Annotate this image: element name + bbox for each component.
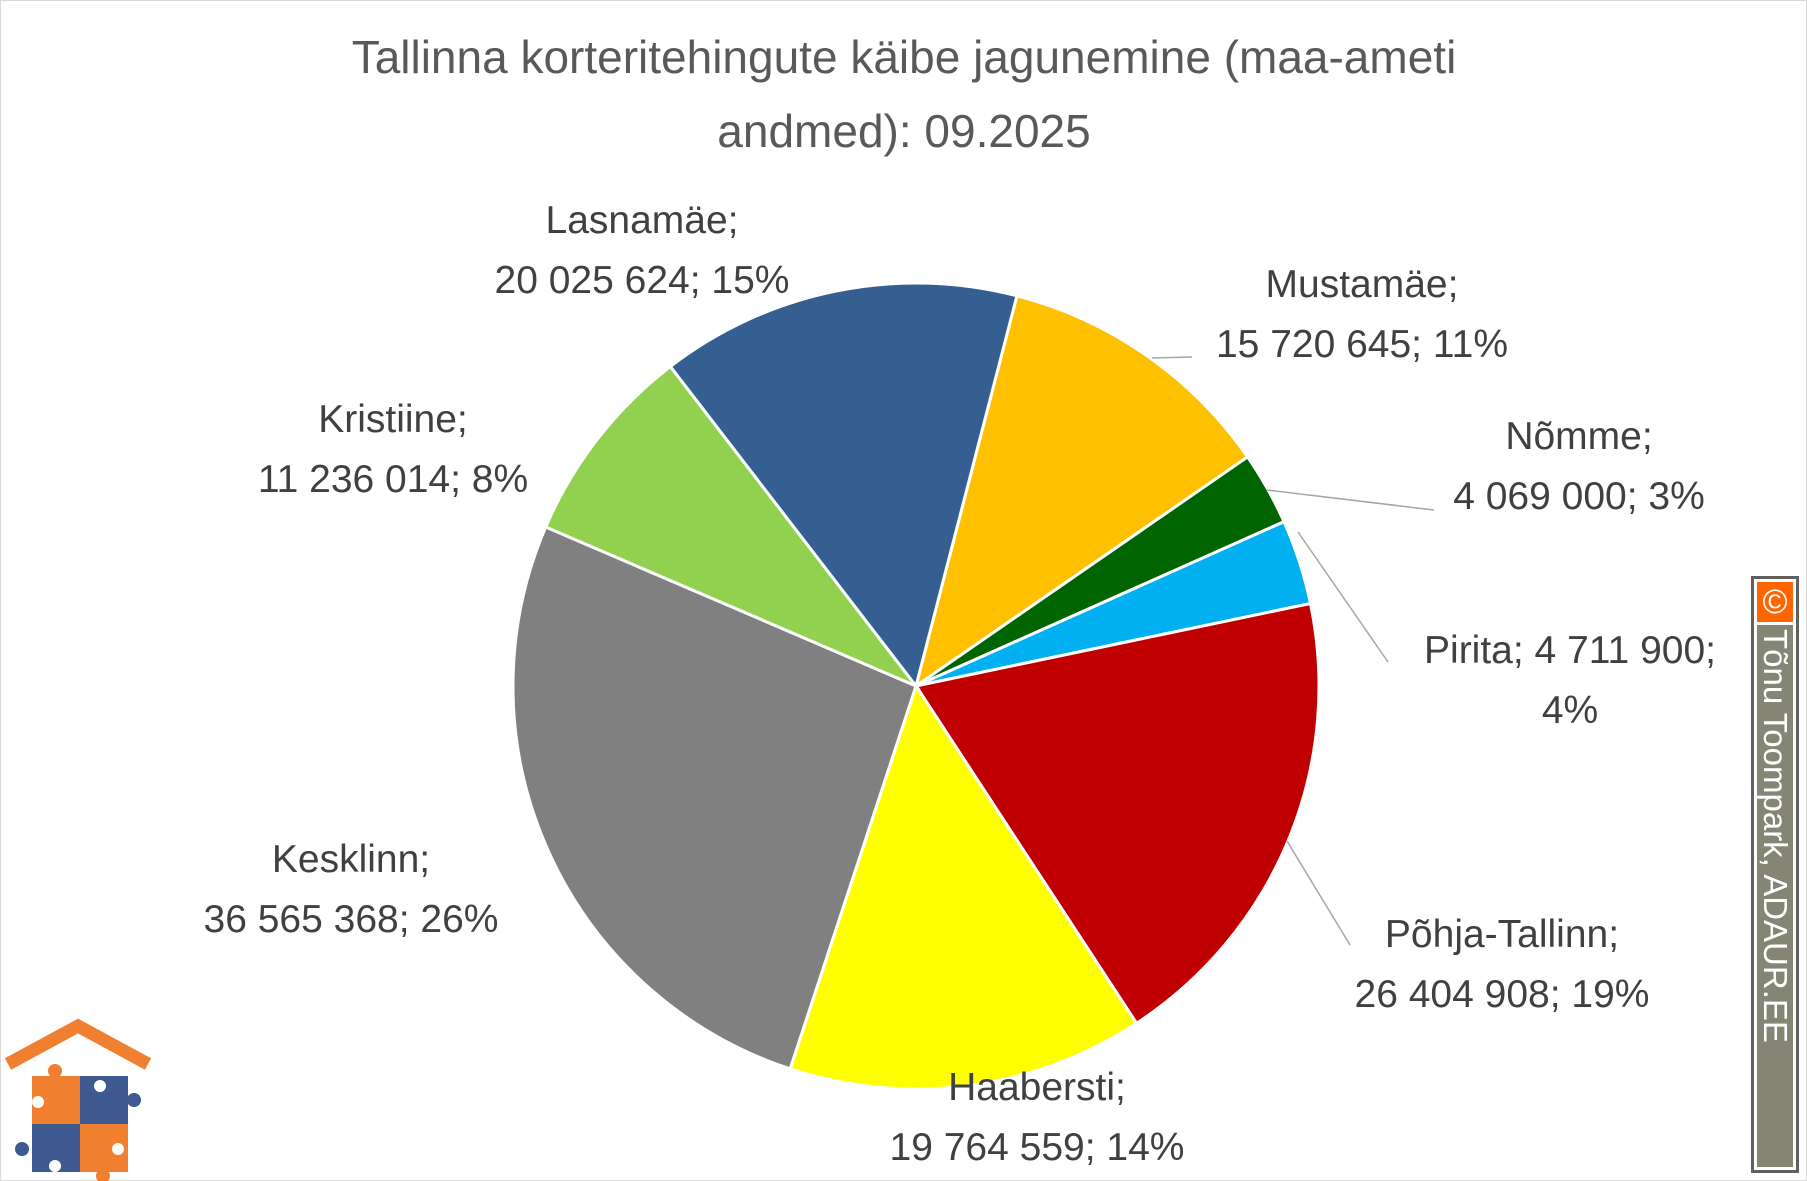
watermark-text: Tõnu Toompark, ADAUR.EE [1757,629,1793,1043]
pie-slice-lasnamäe [668,281,1019,690]
data-label-kesklinn-line-2: 36 565 368; 26% [204,898,499,941]
data-label-haabersti-line-1: Haabersti; [948,1066,1126,1109]
data-label-põhja-tallinn-line-2: 26 404 908; 19% [1355,973,1650,1016]
data-label-kristiine-line-1: Kristiine; [318,398,468,441]
data-label-kristiine-line-2: 11 236 014; 8% [258,458,528,501]
pie-slice-mustamäe [913,294,1250,690]
data-label-nõmme-line-1: Nõmme; [1505,415,1652,458]
leader-line-mustamae [1151,356,1193,359]
pie-slice-haabersti [788,682,1139,1091]
house-puzzle-logo [4,1018,152,1181]
copyright-watermark: © Tõnu Toompark, ADAUR.EE [1751,576,1799,1173]
copyright-icon: © [1757,582,1793,622]
pie-slice-kristiine [543,364,921,690]
data-label-nõmme-line-2: 4 069 000; 3% [1453,475,1705,518]
pie-slice-kesklinn [511,525,918,1071]
data-label-pirita-line-2: 4% [1542,689,1598,732]
data-label-haabersti-line-2: 19 764 559; 14% [890,1126,1185,1169]
data-label-põhja-tallinn-line-1: Põhja-Tallinn; [1385,913,1619,956]
chart-title-line-1: Tallinna korteritehingute käibe jagunemi… [352,31,1457,83]
data-label-lasnamäe-line-1: Lasnamäe; [546,199,739,242]
data-label-lasnamäe-line-2: 20 025 624; 15% [495,259,790,302]
leader-line-pirita [1297,531,1389,663]
chart-title-line-2: andmed): 09.2025 [717,105,1090,157]
data-label-mustamäe-line-2: 15 720 645; 11% [1216,323,1508,366]
data-label-mustamäe-line-1: Mustamäe; [1266,263,1459,306]
data-label-kesklinn-line-1: Kesklinn; [272,838,430,881]
leader-line-pohja-tallinn [1286,840,1351,946]
pie-slice-põhja-tallinn [913,601,1321,1026]
leader-line-nomme [1266,489,1435,511]
data-label-pirita-line-1: Pirita; 4 711 900; [1424,629,1716,672]
